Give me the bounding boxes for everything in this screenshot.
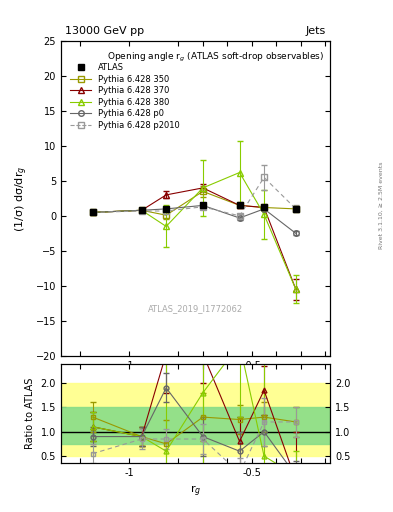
- Text: ATLAS_2019_I1772062: ATLAS_2019_I1772062: [148, 304, 243, 313]
- Legend: ATLAS, Pythia 6.428 350, Pythia 6.428 370, Pythia 6.428 380, Pythia 6.428 p0, Py: ATLAS, Pythia 6.428 350, Pythia 6.428 37…: [68, 61, 182, 133]
- Bar: [61, 383, 330, 456]
- Text: 13000 GeV pp: 13000 GeV pp: [65, 26, 144, 36]
- Text: Jets: Jets: [306, 26, 326, 36]
- Text: Opening angle r$_g$ (ATLAS soft-drop observables): Opening angle r$_g$ (ATLAS soft-drop obs…: [108, 50, 325, 63]
- Y-axis label: Ratio to ATLAS: Ratio to ATLAS: [25, 378, 35, 449]
- Y-axis label: (1/σ) dσ/dr$_g$: (1/σ) dσ/dr$_g$: [14, 165, 30, 231]
- X-axis label: r$_g$: r$_g$: [190, 484, 201, 499]
- Text: Rivet 3.1.10, ≥ 2.5M events: Rivet 3.1.10, ≥ 2.5M events: [379, 161, 384, 248]
- Bar: [61, 408, 330, 444]
